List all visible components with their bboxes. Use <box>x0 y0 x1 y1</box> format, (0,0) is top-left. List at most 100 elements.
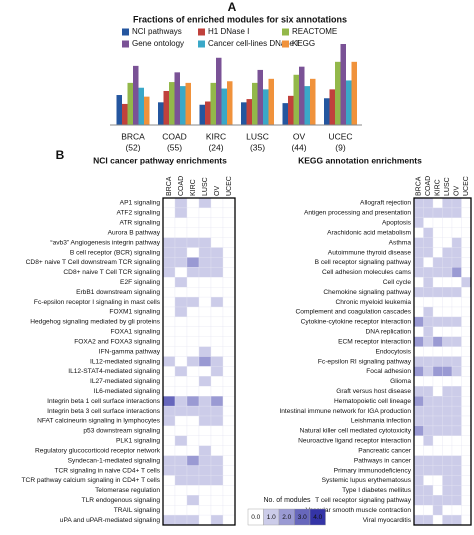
heatmap-cell <box>198 267 212 278</box>
bar <box>299 66 305 125</box>
heatmap-cell <box>461 237 472 248</box>
colorbar-swatch <box>309 508 326 526</box>
heatmap-cell <box>423 257 434 268</box>
heatmap-cell <box>198 326 212 337</box>
heatmap-cell <box>413 197 424 209</box>
heatmap-cell <box>162 514 176 526</box>
heatmap-cell <box>451 475 462 486</box>
heatmap-cell <box>432 455 443 466</box>
heatmap-cell <box>174 435 188 446</box>
bar <box>169 82 175 125</box>
x-tick-label: LUSC <box>246 131 269 141</box>
heatmap-cell <box>210 247 224 258</box>
row-label: Pancreatic cancer <box>358 447 412 454</box>
bar <box>127 82 133 125</box>
heatmap-cell <box>210 475 224 486</box>
row-label: TCR pathway calcium signaling in CD4+ T … <box>22 477 161 484</box>
row-label: Telomerase regulation <box>95 487 160 494</box>
bar <box>257 69 263 125</box>
heatmap-cell <box>222 445 236 456</box>
heatmap-cell <box>423 455 434 466</box>
heatmap-cell <box>222 207 236 218</box>
heatmap-cell <box>461 376 472 387</box>
heatmap-cell <box>162 396 176 407</box>
heatmap-cell <box>198 415 212 427</box>
legend-label: NCI pathways <box>132 27 182 36</box>
heatmap-cell <box>174 207 188 218</box>
heatmap-cell <box>413 356 424 367</box>
column-label: UCEC <box>463 176 470 196</box>
row-label: Fc-epsilon receptor I signaling in mast … <box>34 299 161 306</box>
heatmap-cell <box>186 435 200 446</box>
heatmap-cell <box>210 445 224 456</box>
heatmap-cell <box>423 435 434 446</box>
heatmap-cell <box>442 475 453 486</box>
row-label: ErbB1 downstream signaling <box>76 289 160 296</box>
heatmap-cell <box>174 197 188 209</box>
heatmap-cell <box>451 306 462 318</box>
column-label: COAD <box>425 176 432 196</box>
row-label: Endocytosis <box>375 348 411 355</box>
column-label: LUSC <box>444 177 451 196</box>
heatmap-cell <box>198 287 212 298</box>
heatmap-cell <box>162 287 176 298</box>
heatmap-cell <box>442 485 453 496</box>
heatmap-cell <box>423 346 434 357</box>
heatmap-cell <box>423 465 434 476</box>
row-label: Primary immunodeficiency <box>334 467 412 474</box>
row-label: TCR signaling in naive CD4+ T cells <box>55 467 161 474</box>
heatmap-cell <box>210 505 224 516</box>
heatmap-cell <box>432 247 443 258</box>
heatmap-cell <box>423 287 434 298</box>
row-label: FOXM1 signaling <box>109 309 160 316</box>
heatmap-cell <box>451 267 462 278</box>
heatmap-cell <box>451 425 462 436</box>
bar <box>346 80 352 125</box>
row-label: PLK1 signaling <box>116 438 160 445</box>
x-tick-note: (52) <box>125 142 140 152</box>
column-label: COAD <box>178 176 185 196</box>
heatmap-cell <box>432 366 443 377</box>
heatmap-cell <box>432 207 443 218</box>
legend-swatch <box>122 40 129 48</box>
heatmap-cell <box>432 505 443 516</box>
heatmap-cell <box>210 405 224 417</box>
heatmap-cell <box>432 485 443 496</box>
heatmap-cell <box>451 376 462 387</box>
heatmap-cell <box>461 455 472 466</box>
heatmap-cell <box>442 326 453 337</box>
row-label: Natural killer cell mediated cytotoxicit… <box>300 428 412 435</box>
heatmap-cell <box>413 495 424 506</box>
row-label: Apoptosis <box>382 220 412 227</box>
heatmap-cell <box>162 346 176 357</box>
heatmap-cell <box>186 227 200 238</box>
heatmap-cell <box>413 306 424 318</box>
heatmap-cell <box>174 475 188 486</box>
heatmap-cell <box>413 247 424 258</box>
heatmap-cell <box>198 485 212 496</box>
x-tick-label: COAD <box>162 131 187 141</box>
heatmap-cell <box>186 415 200 427</box>
heatmap-cell <box>222 346 236 357</box>
row-label: Complement and coagulation cascades <box>296 309 412 316</box>
heatmap-cell <box>210 296 224 308</box>
x-tick-label: BRCA <box>121 131 145 141</box>
bar <box>288 95 294 125</box>
bar <box>205 101 211 125</box>
x-tick-label: UCEC <box>328 131 352 141</box>
heatmap-cell <box>162 217 176 228</box>
heatmap-cell <box>432 287 443 298</box>
heatmap-cell <box>198 376 212 387</box>
heatmap-cell <box>198 197 212 209</box>
heatmap-cell <box>451 257 462 268</box>
heatmap-cell <box>222 396 236 407</box>
heatmap-cell <box>423 336 434 347</box>
heatmap-cell <box>222 277 236 288</box>
heatmap-cell <box>423 197 434 209</box>
heatmap-cell <box>174 227 188 238</box>
heatmap-cell <box>174 257 188 268</box>
heatmap-cell <box>186 475 200 486</box>
heatmap-cell <box>451 386 462 397</box>
heatmap-cell <box>451 247 462 258</box>
column-label: KIRC <box>190 179 197 196</box>
